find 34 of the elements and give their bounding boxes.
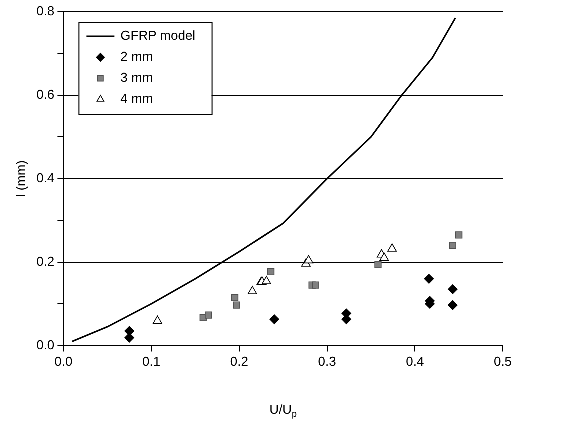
- y-tick-label: 0.0: [36, 337, 55, 352]
- point: [448, 300, 458, 310]
- legend-label: 2 mm: [120, 49, 154, 64]
- point: [424, 274, 434, 284]
- point: [312, 282, 320, 289]
- point: [455, 232, 463, 239]
- y-tick-label: 0.6: [36, 87, 55, 102]
- point: [448, 284, 458, 294]
- y-tick-label: 0.4: [36, 170, 55, 186]
- point: [233, 302, 240, 309]
- point: [449, 242, 456, 250]
- legend-label: 4 mm: [120, 91, 154, 106]
- legend-label: 3 mm: [120, 70, 154, 86]
- point: [248, 286, 258, 294]
- point: [205, 312, 212, 319]
- x-tick-label: 0.3: [318, 354, 336, 370]
- point: [304, 255, 314, 264]
- point: [262, 276, 272, 284]
- y-axis-title: l (mm): [13, 160, 28, 198]
- x-tick-label: 0.0: [54, 354, 73, 370]
- point: [374, 261, 382, 268]
- point: [267, 268, 275, 276]
- y-tick-label: 0.8: [36, 4, 55, 19]
- x-tick-label: 0.5: [494, 354, 512, 370]
- point: [380, 252, 390, 262]
- x-tick-label: 0.4: [406, 354, 424, 370]
- x-tick-label: 0.1: [142, 354, 161, 370]
- legend-label: GFRP model: [120, 28, 196, 44]
- x-tick-label: 0.2: [230, 354, 248, 370]
- point: [231, 294, 239, 302]
- point: [388, 244, 398, 252]
- point: [270, 314, 280, 324]
- y-tick-label: 0.2: [36, 254, 55, 269]
- point: [152, 316, 162, 324]
